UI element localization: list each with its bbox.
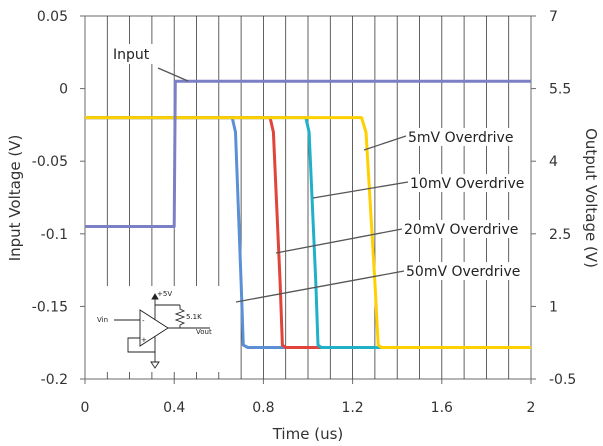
leader-20mv: [275, 228, 403, 254]
schematic-bg: [92, 286, 220, 372]
label-bg-50mv: [404, 262, 524, 280]
ground-symbol: [150, 361, 160, 369]
plus-sign: +: [141, 336, 147, 344]
label-bg-10mv: [408, 174, 526, 192]
y-left-tick-label: -0.2: [41, 372, 68, 388]
pullup-resistor: [174, 305, 186, 328]
series-line-5mv-overdrive: [85, 116, 531, 349]
x-tick-label: 1.2: [341, 400, 363, 416]
vout-label: Vout: [196, 328, 212, 336]
opamp-symbol: [139, 309, 169, 347]
annotation-5mv: 5mV Overdrive: [408, 130, 513, 146]
inset-schematic: +5V 5.1K Vin Vout - +: [92, 286, 220, 372]
leader-10mv: [312, 181, 409, 199]
x-tick-label: 2: [527, 400, 536, 416]
data-series: [85, 79, 531, 349]
x-tick-label: 0: [81, 400, 90, 416]
input-label-bg: [110, 44, 156, 64]
ref-wire: [127, 337, 155, 353]
annotation-50mv: 50mV Overdrive: [406, 264, 520, 280]
minus-sign: -: [142, 317, 145, 325]
x-tick-label: 0.4: [163, 400, 185, 416]
y-left-tick-labels: 0.05 0 -0.05 -0.1 -0.15 -0.2: [32, 9, 85, 388]
annotation-20mv: 20mV Overdrive: [404, 222, 518, 238]
x-tick-label: 1.6: [431, 400, 453, 416]
x-tick-label: 0.8: [252, 400, 274, 416]
series-line-input: [85, 79, 531, 228]
x-tick-labels: 0 0.4 0.8 1.2 1.6 2: [81, 379, 536, 416]
y-left-tick-label: -0.1: [41, 227, 68, 243]
supply-label: +5V: [157, 290, 172, 298]
y-right-axis-title: Output Voltage (V): [582, 128, 600, 268]
y-right-tick-label: 5.5: [549, 82, 571, 98]
y-left-tick-label: -0.05: [32, 154, 68, 170]
y-left-tick-label: -0.15: [32, 299, 68, 315]
y-right-tick-label: 4: [549, 154, 558, 170]
input-leader: [157, 67, 189, 82]
y-left-tick-label: 0: [59, 82, 68, 98]
leader-50mv: [235, 270, 405, 303]
label-bg-5mv: [406, 128, 516, 146]
y-right-tick-label: 1: [549, 299, 558, 315]
input-annotation: Input: [113, 47, 150, 63]
x-axis-title: Time (us): [272, 425, 344, 443]
y-right-tick-label: 7: [549, 9, 558, 25]
y-right-tick-label: -0.5: [549, 372, 576, 388]
leader-5mv: [363, 135, 407, 151]
supply-arrow: [151, 293, 159, 300]
y-right-tick-label: 2.5: [549, 227, 571, 243]
y-left-axis-title: Input Voltage (V): [6, 135, 24, 262]
annotation-10mv: 10mV Overdrive: [410, 176, 524, 192]
resistor-label: 5.1K: [186, 313, 202, 321]
vin-label: Vin: [97, 316, 108, 324]
annotation-leaders: [157, 67, 409, 303]
y-left-tick-label: 0.05: [37, 9, 68, 25]
label-bg-20mv: [402, 220, 524, 238]
y-right-tick-labels: 7 5.5 4 2.5 1 -0.5: [531, 9, 576, 388]
